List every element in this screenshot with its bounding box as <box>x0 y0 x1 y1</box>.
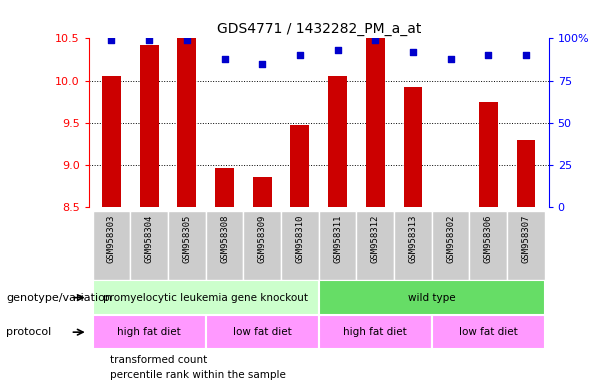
Text: GSM958311: GSM958311 <box>333 215 342 263</box>
Text: low fat diet: low fat diet <box>459 327 518 337</box>
Bar <box>356 211 394 280</box>
Point <box>333 47 343 53</box>
Bar <box>291 124 310 207</box>
Bar <box>470 211 507 280</box>
Bar <box>394 211 432 280</box>
Text: percentile rank within the sample: percentile rank within the sample <box>110 370 286 381</box>
Bar <box>432 315 545 349</box>
Bar <box>140 45 159 207</box>
Text: GSM958312: GSM958312 <box>371 215 380 263</box>
Bar <box>93 211 131 280</box>
Bar <box>507 211 545 280</box>
Point <box>295 52 305 58</box>
Bar <box>432 211 470 280</box>
Text: transformed count: transformed count <box>110 355 208 365</box>
Point <box>408 49 418 55</box>
Bar <box>319 315 432 349</box>
Text: promyelocytic leukemia gene knockout: promyelocytic leukemia gene knockout <box>103 293 308 303</box>
Title: GDS4771 / 1432282_PM_a_at: GDS4771 / 1432282_PM_a_at <box>216 22 421 36</box>
Bar <box>366 38 385 207</box>
Text: GSM958304: GSM958304 <box>145 215 154 263</box>
Text: protocol: protocol <box>6 327 51 337</box>
Point <box>257 61 267 67</box>
Bar <box>243 211 281 280</box>
Bar <box>177 38 196 207</box>
Text: GSM958308: GSM958308 <box>220 215 229 263</box>
Text: high fat diet: high fat diet <box>343 327 407 337</box>
Point <box>370 37 380 43</box>
Bar <box>102 76 121 207</box>
Bar <box>206 315 319 349</box>
Point <box>521 52 531 58</box>
Bar <box>131 211 168 280</box>
Bar <box>517 140 535 207</box>
Text: GSM958305: GSM958305 <box>182 215 191 263</box>
Bar <box>479 102 498 207</box>
Bar <box>403 86 422 207</box>
Bar <box>319 280 545 315</box>
Text: GSM958306: GSM958306 <box>484 215 493 263</box>
Bar <box>93 315 206 349</box>
Bar <box>206 211 243 280</box>
Text: low fat diet: low fat diet <box>233 327 292 337</box>
Bar <box>281 211 319 280</box>
Point <box>219 56 229 62</box>
Text: GSM958307: GSM958307 <box>522 215 530 263</box>
Text: GSM958310: GSM958310 <box>295 215 305 263</box>
Text: genotype/variation: genotype/variation <box>6 293 112 303</box>
Text: high fat diet: high fat diet <box>117 327 181 337</box>
Point <box>484 52 493 58</box>
Text: GSM958313: GSM958313 <box>408 215 417 263</box>
Bar <box>215 168 234 207</box>
Text: GSM958303: GSM958303 <box>107 215 116 263</box>
Point <box>446 56 455 62</box>
Text: GSM958302: GSM958302 <box>446 215 455 263</box>
Text: GSM958309: GSM958309 <box>257 215 267 263</box>
Bar <box>93 280 319 315</box>
Text: wild type: wild type <box>408 293 455 303</box>
Bar <box>168 211 206 280</box>
Bar <box>253 177 272 207</box>
Point <box>144 37 154 43</box>
Bar <box>328 76 347 207</box>
Point <box>182 37 192 43</box>
Bar <box>319 211 356 280</box>
Point <box>107 37 116 43</box>
